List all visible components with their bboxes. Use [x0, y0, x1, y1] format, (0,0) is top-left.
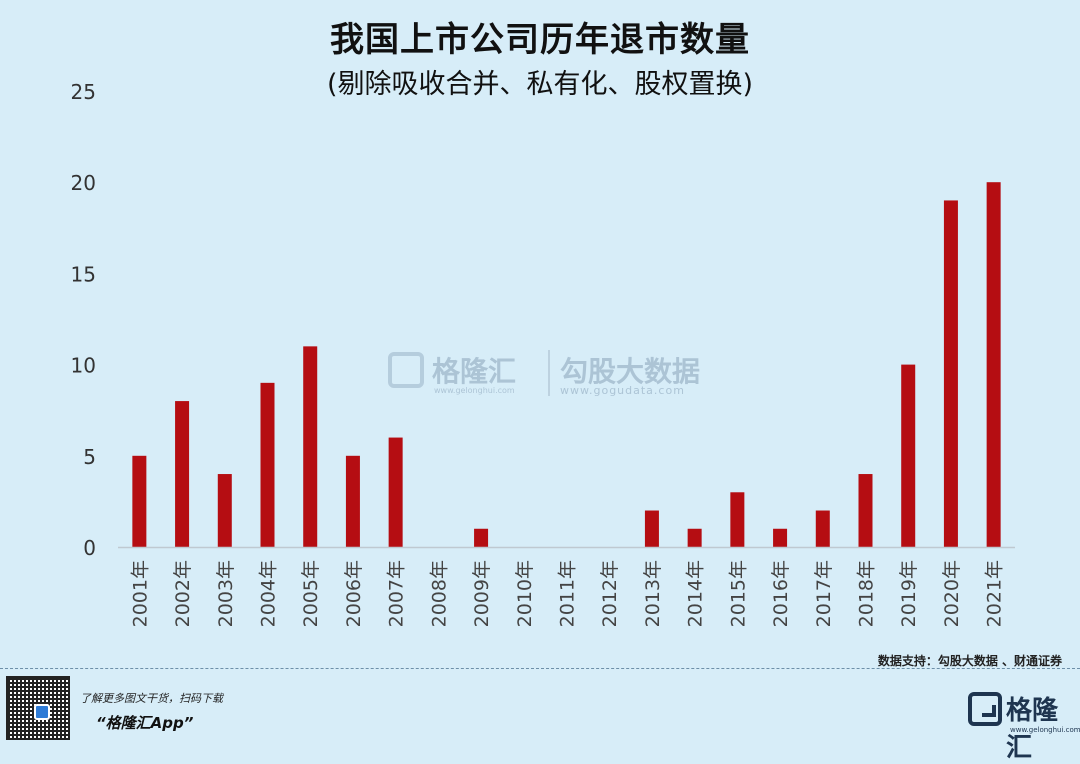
x-tick-label: 2011年 — [557, 560, 579, 627]
footer-divider — [0, 668, 1080, 669]
bar — [815, 510, 830, 547]
x-tick-label: 2012年 — [599, 560, 621, 627]
brand-url: www.gelonghui.com — [1010, 726, 1080, 734]
bar — [345, 455, 360, 547]
x-tick-label: 2009年 — [471, 560, 493, 627]
y-tick-label: 15 — [71, 262, 96, 286]
x-tick-label: 2013年 — [642, 560, 664, 627]
bar — [858, 474, 873, 547]
y-tick-label: 10 — [71, 354, 96, 378]
promo-app-name: “格隆汇App” — [96, 714, 194, 732]
x-tick-label: 2010年 — [514, 560, 536, 627]
bar — [687, 528, 702, 547]
qr-center-logo-icon — [34, 704, 50, 720]
x-tick-label: 2014年 — [685, 560, 707, 627]
x-tick-label: 2002年 — [172, 560, 194, 627]
brand-logo-icon — [968, 692, 1002, 726]
bar — [388, 437, 403, 547]
watermark-name-gelonghui: 格隆汇 — [432, 355, 517, 388]
x-tick-label: 2001年 — [129, 560, 151, 627]
y-tick-label: 0 — [83, 536, 96, 560]
x-tick-label: 2018年 — [856, 560, 878, 627]
bar — [644, 510, 659, 547]
y-tick-label: 20 — [71, 171, 96, 195]
watermark-url-gogudata: www.gogudata.com — [560, 384, 685, 397]
x-tick-label: 2005年 — [300, 560, 322, 627]
x-tick-label: 2021年 — [984, 560, 1006, 627]
bar — [773, 528, 788, 547]
x-tick-label: 2006年 — [343, 560, 365, 627]
bar — [217, 474, 232, 547]
x-tick-label: 2003年 — [215, 560, 237, 627]
bar — [986, 182, 1001, 547]
bar — [132, 455, 147, 547]
bar — [730, 492, 745, 547]
watermark-url-gelonghui: www.gelonghui.com — [434, 386, 515, 395]
chart-title: 我国上市公司历年退市数量 — [330, 20, 750, 60]
x-tick-label: 2017年 — [813, 560, 835, 627]
promo-text: 了解更多图文干货，扫码下载 — [80, 692, 223, 705]
data-source: 数据支持：勾股大数据 、财通证券 — [877, 654, 1062, 668]
bar — [943, 200, 958, 547]
chart-subtitle: (剔除吸收合并、私有化、股权置换) — [326, 69, 754, 100]
x-tick-label: 2004年 — [258, 560, 280, 627]
x-tick-label: 2015年 — [727, 560, 749, 627]
watermark-separator — [548, 350, 550, 396]
x-tick-label: 2008年 — [428, 560, 450, 627]
x-tick-label: 2020年 — [941, 560, 963, 627]
bar — [303, 346, 318, 547]
watermark-name-gogudata: 勾股大数据 — [560, 355, 701, 388]
bar — [901, 364, 916, 547]
x-tick-label: 2019年 — [898, 560, 920, 627]
qr-code-icon[interactable] — [6, 676, 70, 740]
bar-chart: 0 5 10 15 20 25 2001年 2002年 2003年 2004年 2005年 2006年… — [71, 80, 1015, 627]
x-tick-label: 2016年 — [770, 560, 792, 627]
y-tick-label: 5 — [83, 445, 96, 469]
watermark-logo-icon — [388, 352, 424, 388]
bar — [260, 382, 275, 547]
bar — [175, 401, 190, 547]
y-tick-label: 25 — [71, 80, 96, 104]
watermark: 格隆汇 www.gelonghui.com 勾股大数据 www.gogudata… — [388, 348, 708, 400]
x-tick-label: 2007年 — [386, 560, 408, 627]
bar — [474, 528, 489, 547]
